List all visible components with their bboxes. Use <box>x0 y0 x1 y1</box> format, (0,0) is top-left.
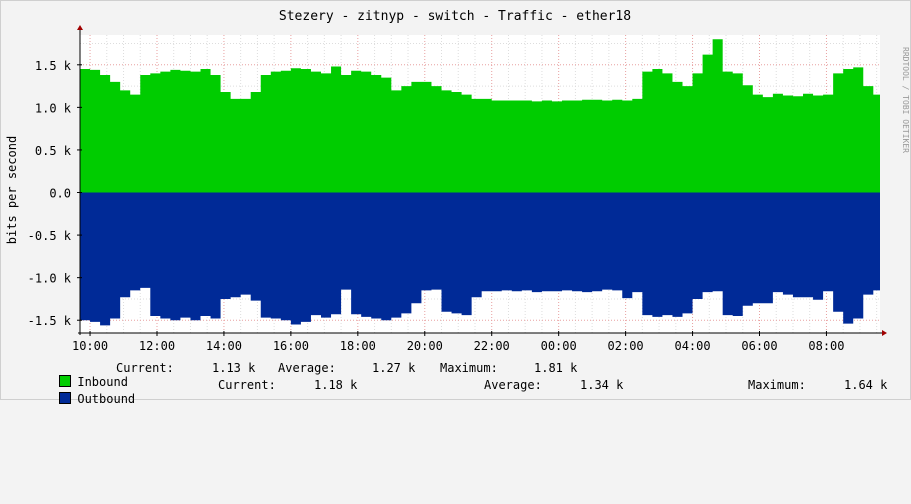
x-tick-label: 10:00 <box>72 339 108 353</box>
legend-row-inbound: Inbound Current: 1.13 k Average: 1.27 k … <box>16 361 577 389</box>
x-tick-label: 14:00 <box>206 339 242 353</box>
outbound-average-label: Average: <box>484 378 542 392</box>
inbound-current-value: 1.13 k <box>212 361 256 375</box>
outbound-maximum-value: 1.64 k <box>844 378 888 392</box>
inbound-maximum-value: 1.81 k <box>534 361 578 375</box>
outbound-current-label: Current: <box>218 378 276 392</box>
chart-title: Stezery - zitnyp - switch - Traffic - et… <box>279 9 631 24</box>
y-tick-label: -1.0 k <box>28 272 72 286</box>
x-tick-label: 20:00 <box>407 339 443 353</box>
y-tick-label: 0.0 <box>49 187 71 201</box>
x-tick-label: 12:00 <box>139 339 175 353</box>
rrdtool-watermark: RRDTOOL / TOBI OETIKER <box>901 47 910 153</box>
x-tick-label: 06:00 <box>741 339 777 353</box>
inbound-average-label: Average: <box>278 361 336 375</box>
y-tick-label: -0.5 k <box>28 229 72 243</box>
x-tick-label: 02:00 <box>608 339 644 353</box>
y-tick-label: 0.5 k <box>35 144 72 158</box>
y-axis-arrow <box>77 25 83 30</box>
outbound-maximum-label: Maximum: <box>748 378 806 392</box>
x-axis-arrow <box>882 330 887 336</box>
legend-outbound-name: Outbound <box>77 392 136 406</box>
inbound-average-value: 1.27 k <box>372 361 416 375</box>
x-tick-label: 16:00 <box>273 339 309 353</box>
inbound-current-label: Current: <box>116 361 174 375</box>
x-tick-label: 08:00 <box>808 339 844 353</box>
tick-labels: 1.5 k 1.0 k 0.5 k 0.0 -0.5 k -1.0 k -1.5 k10:0… <box>28 59 845 353</box>
legend-inbound-name: Inbound <box>77 375 128 389</box>
inbound-maximum-label: Maximum: <box>440 361 498 375</box>
y-tick-label: -1.5 k <box>28 314 72 328</box>
outbound-average-value: 1.34 k <box>580 378 624 392</box>
series-area-outbound <box>80 192 880 326</box>
chart-canvas: Stezery - zitnyp - switch - Traffic - et… <box>0 0 911 400</box>
y-axis-label: bits per second <box>5 136 19 244</box>
y-tick-label: 1.5 k <box>35 59 72 73</box>
series-area-inbound <box>80 39 880 193</box>
x-tick-label: 18:00 <box>340 339 376 353</box>
series-areas <box>80 39 880 326</box>
traffic-graph: Stezery - zitnyp - switch - Traffic - et… <box>0 0 911 406</box>
outbound-swatch <box>59 392 72 404</box>
axes <box>77 25 887 336</box>
x-tick-label: 00:00 <box>541 339 577 353</box>
y-tick-label: 1.0 k <box>35 101 72 115</box>
x-tick-label: 22:00 <box>474 339 510 353</box>
legend-row-outbound: Outbound Current: 1.18 k Average: 1.34 k… <box>16 378 887 406</box>
outbound-current-value: 1.18 k <box>314 378 358 392</box>
inbound-swatch <box>59 375 72 387</box>
x-tick-label: 04:00 <box>674 339 710 353</box>
